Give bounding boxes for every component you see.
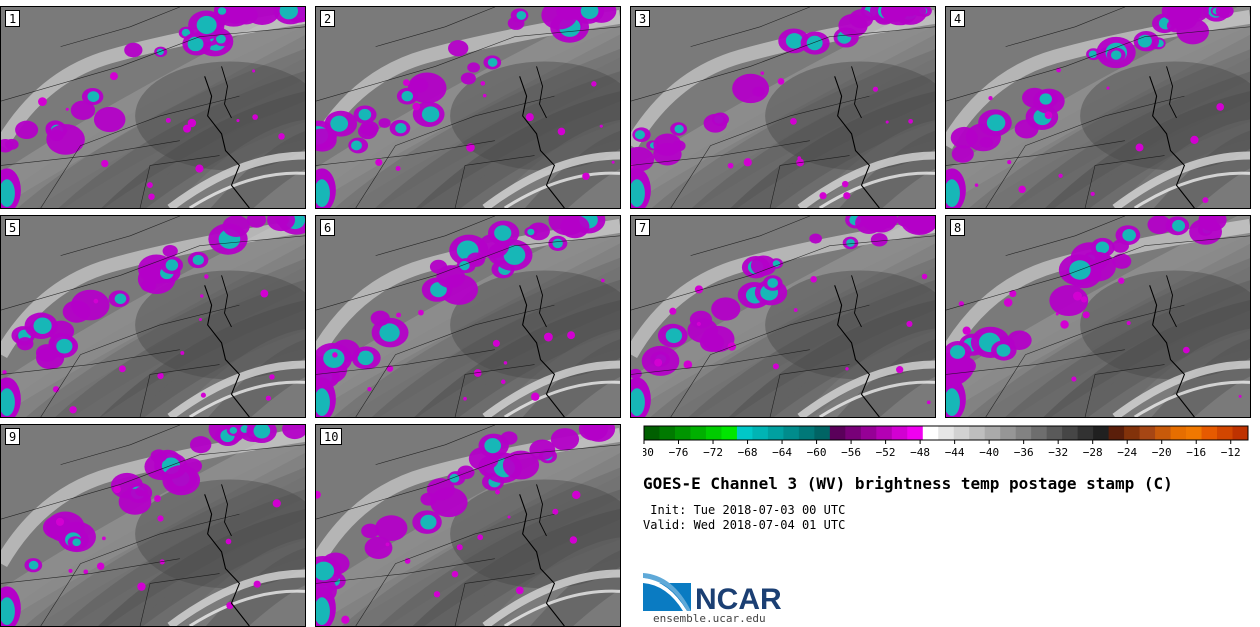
water-vapor-map (316, 425, 620, 626)
panel-label: 9 (5, 428, 21, 445)
colorbar-swatch (705, 426, 722, 440)
colorbar-swatch (907, 426, 924, 440)
colorbar-swatch (1139, 426, 1156, 440)
panel-label: 7 (635, 219, 651, 236)
panel-label: 8 (950, 219, 966, 236)
colorbar-tick-label: −36 (1014, 446, 1034, 459)
stamp-panel-9: 9 (0, 424, 306, 627)
figure-title: GOES-E Channel 3 (WV) brightness temp po… (643, 474, 1173, 493)
water-vapor-map (1, 7, 305, 208)
stamp-panel-5: 5 (0, 215, 306, 418)
colorbar-swatch (1077, 426, 1094, 440)
colorbar-swatch (1031, 426, 1048, 440)
colorbar-swatch (969, 426, 986, 440)
colorbar-swatch (1217, 426, 1234, 440)
colorbar-tick-label: −44 (945, 446, 965, 459)
stamp-panel-4: 4 (945, 6, 1251, 209)
colorbar-swatch (721, 426, 738, 440)
colorbar-swatch (752, 426, 769, 440)
stamp-panel-7: 7 (630, 215, 936, 418)
water-vapor-map (1, 425, 305, 626)
colorbar-swatch (1232, 426, 1249, 440)
logo-text: NCAR (695, 583, 782, 613)
colorbar-tick-label: −20 (1152, 446, 1172, 459)
colorbar-tick-label: −12 (1221, 446, 1241, 459)
colorbar-swatch (1201, 426, 1218, 440)
colorbar-swatch (1155, 426, 1172, 440)
colorbar-tick-label: −40 (979, 446, 999, 459)
colorbar-swatch (891, 426, 908, 440)
water-vapor-map (631, 216, 935, 417)
water-vapor-map (1, 216, 305, 417)
colorbar-swatch (1186, 426, 1203, 440)
water-vapor-map (946, 7, 1250, 208)
colorbar-tick-label: −48 (910, 446, 930, 459)
colorbar-tick-label: −32 (1048, 446, 1068, 459)
colorbar-swatch (1093, 426, 1110, 440)
colorbar-swatch (659, 426, 676, 440)
stamp-panel-8: 8 (945, 215, 1251, 418)
water-vapor-map (631, 7, 935, 208)
panel-label: 3 (635, 10, 651, 27)
colorbar-swatch (1015, 426, 1032, 440)
colorbar-swatch (1062, 426, 1079, 440)
valid-time: Valid: Wed 2018-07-04 01 UTC (643, 518, 846, 532)
colorbar-swatch (938, 426, 955, 440)
panel-label: 6 (320, 219, 336, 236)
colorbar-swatch (1000, 426, 1017, 440)
stamp-panel-2: 2 (315, 6, 621, 209)
colorbar-swatch (1046, 426, 1063, 440)
stamp-panel-1: 1 (0, 6, 306, 209)
colorbar-swatch (845, 426, 862, 440)
colorbar-swatch (1170, 426, 1187, 440)
colorbar-swatch (1108, 426, 1125, 440)
logo-url: ensemble.ucar.edu (653, 612, 766, 625)
colorbar-tick-label: −52 (876, 446, 896, 459)
colorbar-swatch (984, 426, 1001, 440)
stamp-panel-6: 6 (315, 215, 621, 418)
water-vapor-map (946, 216, 1250, 417)
colorbar-swatch (829, 426, 846, 440)
colorbar-swatch (690, 426, 707, 440)
colorbar-swatch (798, 426, 815, 440)
colorbar-tick-label: −80 (643, 446, 654, 459)
colorbar-tick-label: −72 (703, 446, 723, 459)
colorbar: −80 −76 −72 −68 −64 −60 −56 −52 −48 −44 −40 −36 −32 −… (643, 425, 1249, 459)
stamp-panel-3: 3 (630, 6, 936, 209)
colorbar-swatch (953, 426, 970, 440)
colorbar-tick-label: −56 (841, 446, 861, 459)
colorbar-swatch (674, 426, 691, 440)
panel-label: 2 (320, 10, 336, 27)
ncar-logo: NCAR (643, 573, 782, 613)
colorbar-tick-label: −76 (669, 446, 689, 459)
colorbar-swatch (860, 426, 877, 440)
colorbar-tick-label: −60 (807, 446, 827, 459)
colorbar-swatch (1124, 426, 1141, 440)
colorbar-tick-label: −64 (772, 446, 792, 459)
colorbar-swatch (644, 426, 660, 440)
colorbar-swatch (814, 426, 831, 440)
panel-label: 10 (320, 428, 343, 445)
colorbar-border (643, 425, 1249, 441)
water-vapor-map (316, 216, 620, 417)
panel-label: 5 (5, 219, 21, 236)
colorbar-tick-label: −16 (1186, 446, 1206, 459)
colorbar-swatch (876, 426, 893, 440)
init-time: Init: Tue 2018-07-03 00 UTC (643, 503, 846, 517)
stamp-panel-10: 10 (315, 424, 621, 627)
colorbar-swatch (767, 426, 784, 440)
colorbar-swatch (783, 426, 800, 440)
colorbar-swatch (736, 426, 753, 440)
colorbar-tick-label: −24 (1117, 446, 1137, 459)
panel-label: 1 (5, 10, 21, 27)
colorbar-tick-label: −28 (1083, 446, 1103, 459)
colorbar-tick-label: −68 (738, 446, 758, 459)
panel-label: 4 (950, 10, 966, 27)
colorbar-swatch (922, 426, 939, 440)
water-vapor-map (316, 7, 620, 208)
